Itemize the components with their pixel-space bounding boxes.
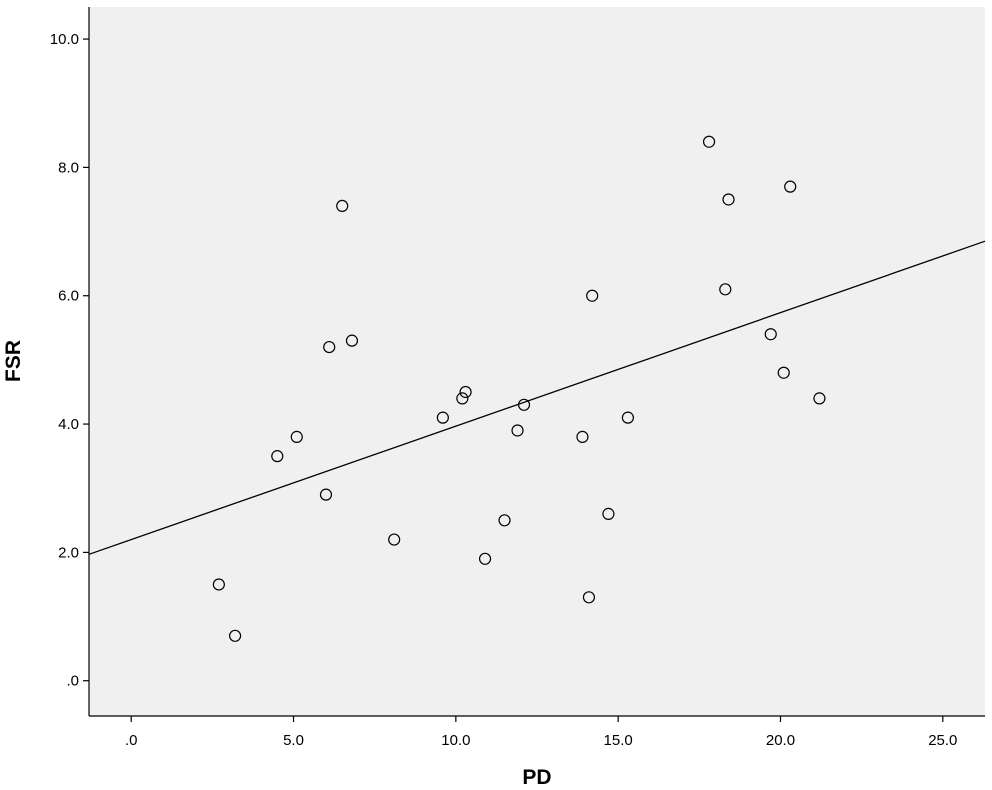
- plot-area: [89, 7, 985, 716]
- data-point: [602, 507, 615, 520]
- data-point: [290, 430, 303, 443]
- y-tick-label: 10.0: [50, 31, 79, 48]
- y-ticks: .0 2.0 4.0 6.0 8.0 10.0: [50, 31, 89, 690]
- data-point: [345, 334, 359, 347]
- x-tick-label: .0: [125, 732, 138, 749]
- x-tick-label: 20.0: [766, 732, 795, 749]
- x-tick-label: 10.0: [441, 732, 470, 749]
- data-point: [517, 398, 531, 411]
- data-point: [702, 135, 716, 148]
- data-point: [813, 392, 826, 405]
- y-axis-title: FSR: [2, 340, 25, 382]
- data-point: [719, 283, 732, 296]
- data-point: [436, 411, 449, 424]
- data-point: [271, 450, 284, 463]
- data-point: [319, 488, 333, 501]
- fit-line-layer: [88, 240, 986, 555]
- data-point: [323, 340, 336, 354]
- y-tick-label: 4.0: [58, 416, 79, 433]
- points-layer: [212, 135, 826, 642]
- data-point: [388, 533, 401, 546]
- x-tick-label: 15.0: [604, 732, 633, 749]
- data-point: [336, 199, 349, 213]
- data-point: [478, 552, 492, 565]
- data-point: [784, 180, 797, 193]
- data-point: [459, 385, 472, 399]
- data-point: [498, 514, 511, 527]
- data-point: [582, 591, 596, 604]
- data-point: [777, 366, 790, 379]
- axes-layer: [88, 7, 985, 717]
- x-tick-label: 5.0: [283, 732, 304, 749]
- y-tick-label: 6.0: [58, 288, 79, 305]
- data-point: [576, 430, 589, 443]
- fit-line: [88, 240, 986, 555]
- data-point: [212, 578, 225, 591]
- data-point: [228, 629, 242, 642]
- y-tick-label: 2.0: [58, 544, 79, 561]
- x-tick-label: 25.0: [928, 732, 957, 749]
- data-point: [764, 328, 777, 341]
- data-point: [722, 193, 735, 206]
- data-point: [456, 392, 469, 405]
- x-axis-title: PD: [522, 766, 551, 789]
- x-ticks: .0 5.0 10.0 15.0 20.0 25.0: [125, 716, 957, 749]
- data-point: [621, 411, 634, 424]
- y-tick-label: .0: [66, 673, 79, 690]
- data-point: [511, 424, 524, 437]
- y-tick-label: 8.0: [58, 159, 79, 176]
- data-point: [586, 289, 599, 302]
